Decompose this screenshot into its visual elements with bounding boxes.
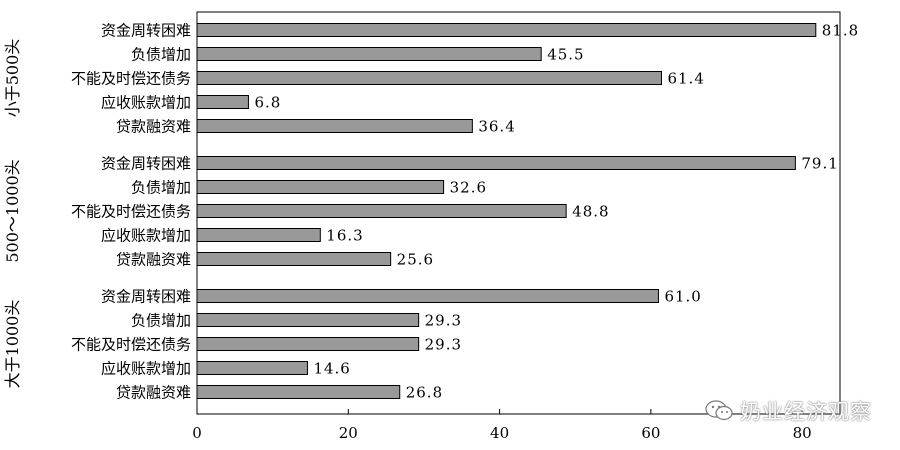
bar <box>196 361 308 375</box>
x-tick-label: 80 <box>793 424 812 442</box>
x-tick-label: 40 <box>490 424 509 442</box>
data-label: 61.4 <box>667 70 704 88</box>
data-label: 6.8 <box>254 94 281 112</box>
category-label: 资金周转困难 <box>101 288 191 306</box>
bar <box>196 95 249 109</box>
category-label: 应收账款增加 <box>101 94 191 112</box>
bar <box>196 228 321 242</box>
category-label: 资金周转困难 <box>101 155 191 173</box>
group-label: 小于500头 <box>3 39 22 118</box>
data-label: 26.8 <box>406 384 443 402</box>
bar <box>196 47 542 61</box>
category-label: 不能及时偿还债务 <box>71 203 191 221</box>
watermark: 奶业经济观察 <box>704 396 872 426</box>
data-label: 32.6 <box>450 179 487 197</box>
category-label: 不能及时偿还债务 <box>71 336 191 354</box>
group-label: 大于1000头 <box>3 300 22 389</box>
category-label: 负债增加 <box>131 179 191 197</box>
data-label: 61.0 <box>664 288 701 306</box>
category-label: 应收账款增加 <box>101 227 191 245</box>
x-tick-label: 20 <box>339 424 358 442</box>
category-label: 贷款融资难 <box>116 384 191 402</box>
category-label: 负债增加 <box>131 46 191 64</box>
category-label: 应收账款增加 <box>101 360 191 378</box>
category-label: 贷款融资难 <box>116 118 191 136</box>
bar <box>196 252 392 266</box>
data-label: 14.6 <box>313 360 350 378</box>
bar <box>196 180 445 194</box>
x-tick-label: 60 <box>641 424 660 442</box>
data-label: 81.8 <box>822 22 859 40</box>
category-label: 资金周转困难 <box>101 22 191 40</box>
x-tick-label: 0 <box>192 424 202 442</box>
data-label: 29.3 <box>425 336 462 354</box>
category-label: 负债增加 <box>131 312 191 330</box>
bar <box>196 289 659 303</box>
data-label: 29.3 <box>425 312 462 330</box>
data-label: 48.8 <box>572 203 609 221</box>
bar <box>196 204 567 218</box>
data-label: 36.4 <box>478 118 515 136</box>
category-label: 不能及时偿还债务 <box>71 70 191 88</box>
group-label: 500～1000头 <box>3 159 22 262</box>
data-label: 16.3 <box>326 227 363 245</box>
bar <box>196 313 420 327</box>
watermark-text: 奶业经济观察 <box>740 400 872 424</box>
bar <box>196 337 420 351</box>
wechat-icon <box>705 400 733 421</box>
data-label: 25.6 <box>397 251 434 269</box>
bar <box>196 385 401 399</box>
bar <box>196 71 662 85</box>
bar <box>196 23 817 37</box>
bar <box>196 119 473 133</box>
data-label: 79.1 <box>801 155 838 173</box>
bar <box>196 156 796 170</box>
category-label: 贷款融资难 <box>116 251 191 269</box>
data-label: 45.5 <box>547 46 584 64</box>
